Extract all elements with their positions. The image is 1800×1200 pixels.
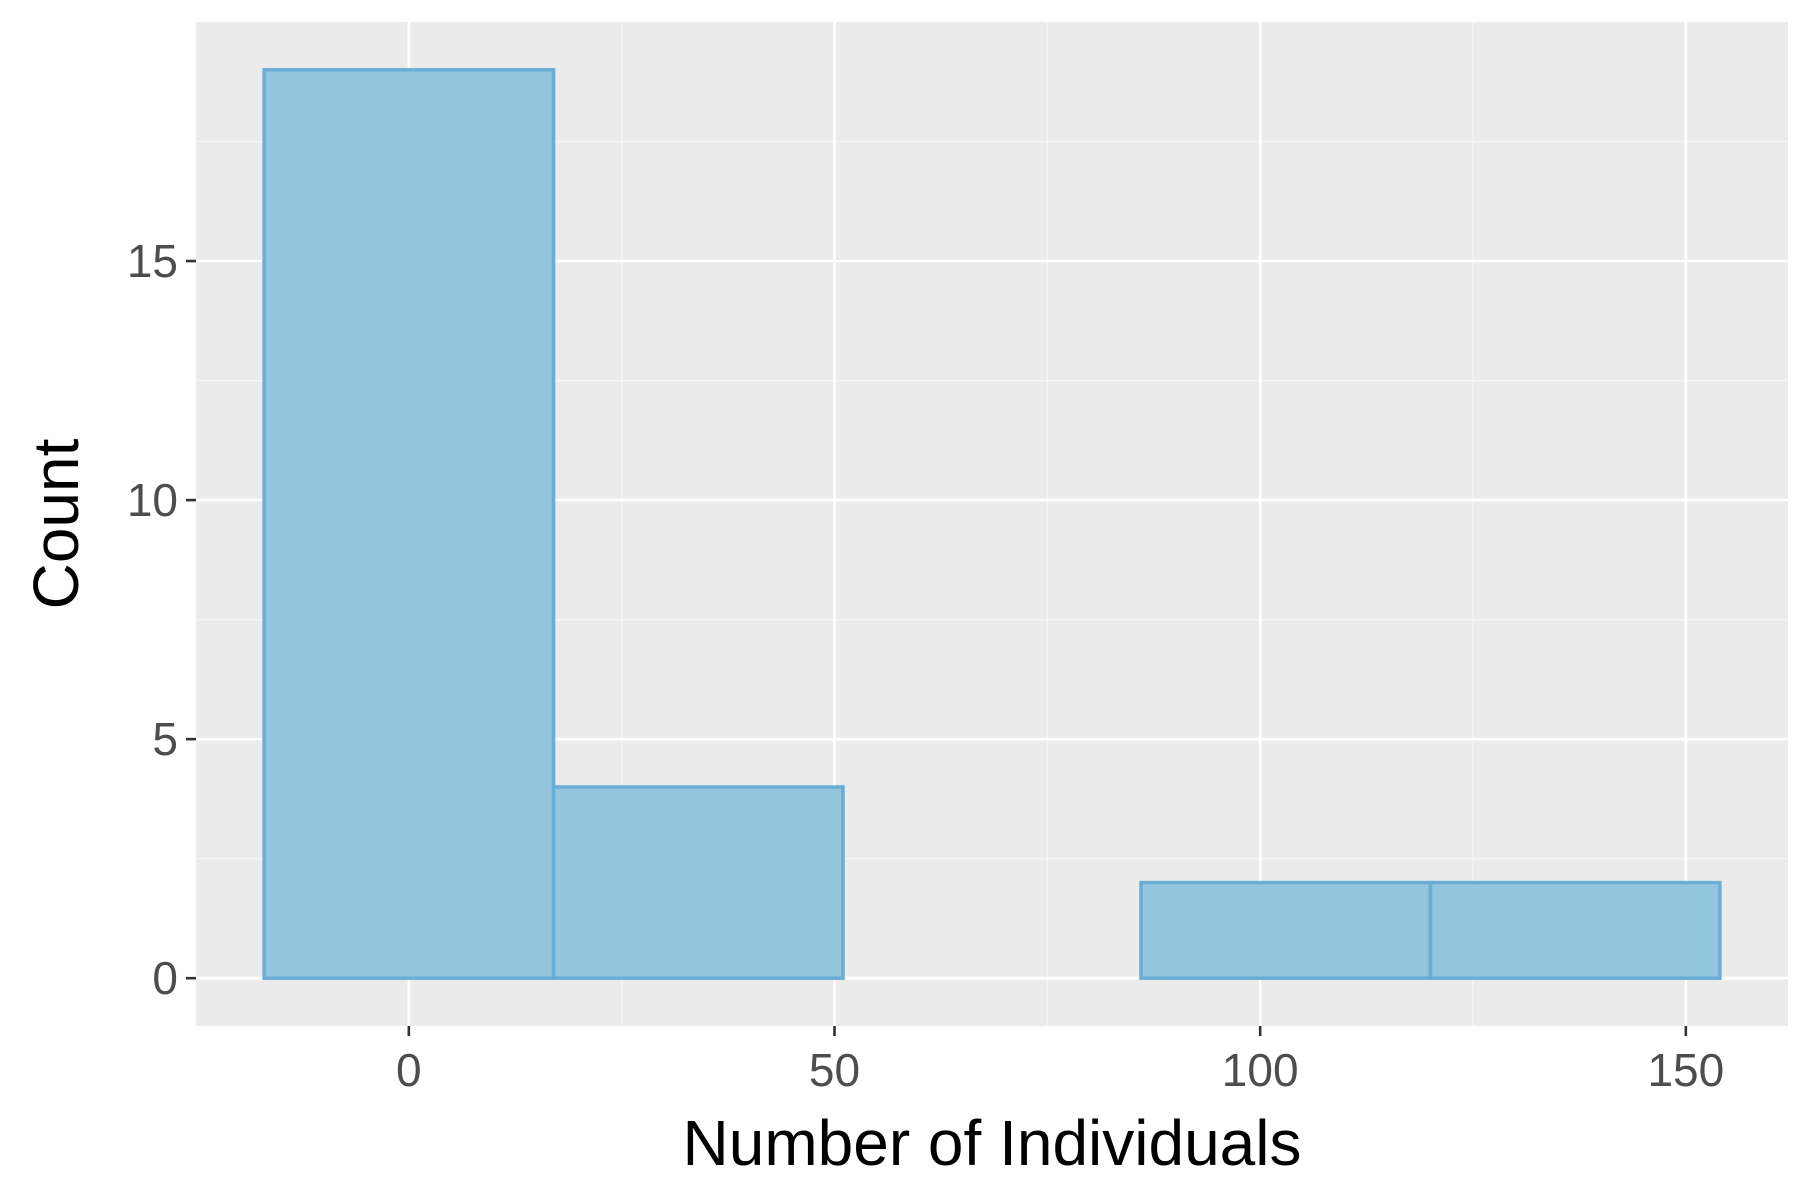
x-tick-label: 0 [396, 1044, 422, 1096]
x-tick-label: 150 [1647, 1044, 1724, 1096]
y-tick-label: 5 [152, 713, 178, 765]
y-tick-label: 10 [127, 474, 178, 526]
x-axis-title: Number of Individuals [683, 1107, 1302, 1179]
histogram-bar [1139, 880, 1433, 980]
y-axis: 0 5 10 15 [127, 235, 196, 1004]
y-tick-label: 15 [127, 235, 178, 287]
histogram-bars [262, 68, 1722, 980]
histogram-bar [1428, 880, 1722, 980]
x-axis: 0 50 100 150 [396, 1026, 1724, 1096]
histogram-bar [262, 68, 556, 980]
y-axis-title: Count [20, 438, 92, 609]
histogram-bar [551, 785, 845, 980]
y-tick-label: 0 [152, 952, 178, 1004]
x-tick-label: 50 [809, 1044, 860, 1096]
x-tick-label: 100 [1222, 1044, 1299, 1096]
